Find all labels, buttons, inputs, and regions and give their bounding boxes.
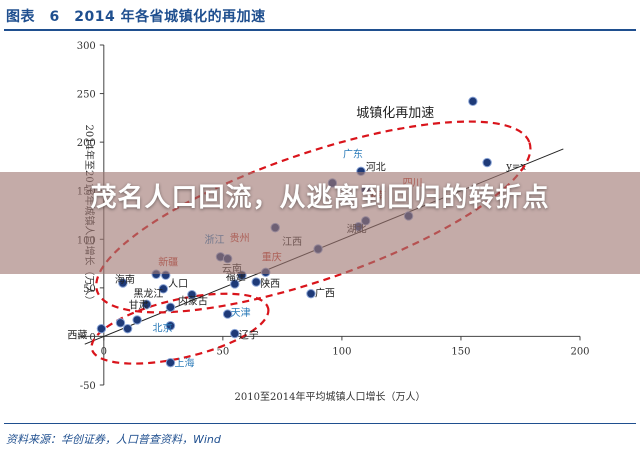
y-tick-label: 200 [77, 138, 96, 149]
data-point-label: 广东 [343, 147, 363, 160]
x-tick-label: 0 [101, 346, 107, 357]
data-point [251, 277, 261, 287]
data-point [468, 96, 478, 107]
data-point [306, 288, 316, 299]
data-point-label: 黑龙江 [133, 287, 163, 300]
data-point [222, 309, 233, 319]
y-tick-label: -50 [80, 381, 96, 392]
data-point-label: 上海 [174, 357, 194, 370]
data-point-label: 辽宁 [239, 329, 259, 342]
source-note: 资料来源：华创证券，人口普查资料，Wind [6, 433, 221, 446]
source-rule [4, 423, 636, 424]
y-tick-label: 50 [83, 284, 96, 295]
y-tick-label: 250 [77, 90, 96, 101]
title-rule [4, 29, 636, 31]
data-point-label: 广西 [315, 288, 335, 300]
x-tick-label: 50 [216, 346, 229, 357]
chart-annotation: 城镇化再加速 [356, 106, 434, 121]
y-tick-label: 300 [77, 41, 96, 52]
data-point [482, 157, 492, 168]
region-ellipse-acceleration [95, 120, 532, 314]
data-point-label: 西藏 [67, 330, 87, 342]
data-point-label: 内蒙古 [178, 295, 208, 308]
data-point [96, 323, 107, 334]
x-tick-label: 200 [570, 346, 589, 357]
chart-annotation: 人口 [168, 278, 188, 290]
data-point [165, 302, 176, 312]
data-point [115, 318, 126, 328]
data-point-label: 甘肃 [129, 298, 149, 311]
reference-line-label: y=x [505, 161, 526, 172]
data-point-label: 北京 [152, 322, 172, 335]
figure-title: 图表 6 2014 年各省城镇化的再加速 [6, 9, 266, 25]
data-point [230, 279, 240, 289]
data-point [230, 328, 240, 339]
y-tick-label: 0 [89, 332, 95, 343]
data-point [141, 299, 152, 310]
x-tick-label: 100 [332, 346, 351, 357]
region-ellipse-below [90, 292, 270, 365]
x-axis-label: 2010至2014年平均城镇人口增长（万人） [235, 390, 426, 403]
data-point-label: 海南 [115, 273, 135, 286]
headline-text: 茂名人口回流，从逃离到回归的转折点 [90, 183, 550, 213]
data-point [122, 323, 133, 334]
data-point-label: 陕西 [260, 277, 280, 290]
data-point [132, 315, 142, 325]
data-point-label: 天津 [231, 307, 251, 319]
data-point [165, 321, 176, 331]
data-point [165, 357, 176, 368]
x-tick-label: 150 [451, 346, 470, 357]
data-point-label: 河北 [366, 162, 386, 174]
data-point [187, 289, 197, 300]
data-point [118, 278, 128, 288]
data-point [158, 284, 169, 294]
headline-overlay [0, 172, 640, 274]
